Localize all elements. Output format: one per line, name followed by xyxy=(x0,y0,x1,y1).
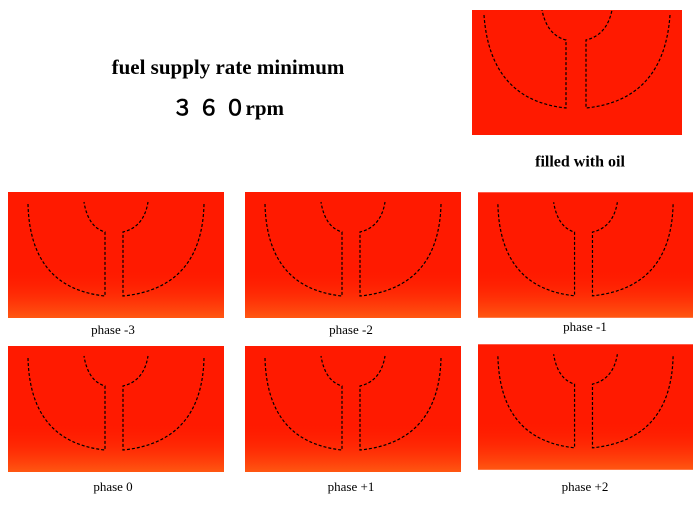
title: fuel supply rate minimum xyxy=(112,55,345,79)
panel-image xyxy=(245,122,461,318)
panel-label: phase +1 xyxy=(328,479,375,494)
panel-label: phase -2 xyxy=(329,322,373,337)
panel-image xyxy=(478,123,693,318)
reference-image xyxy=(472,0,682,140)
panel-label: phase -3 xyxy=(91,322,135,337)
panel-label: phase +2 xyxy=(562,479,609,494)
panel-label: phase -1 xyxy=(563,319,607,334)
speed: ３ ６ ０rpm xyxy=(172,96,284,120)
panel-image xyxy=(8,122,224,318)
panel-label: phase 0 xyxy=(93,479,132,494)
figure: fuel supply rate minimum ３ ６ ０rpm filled… xyxy=(0,0,693,507)
reference-caption: filled with oil xyxy=(535,154,625,171)
